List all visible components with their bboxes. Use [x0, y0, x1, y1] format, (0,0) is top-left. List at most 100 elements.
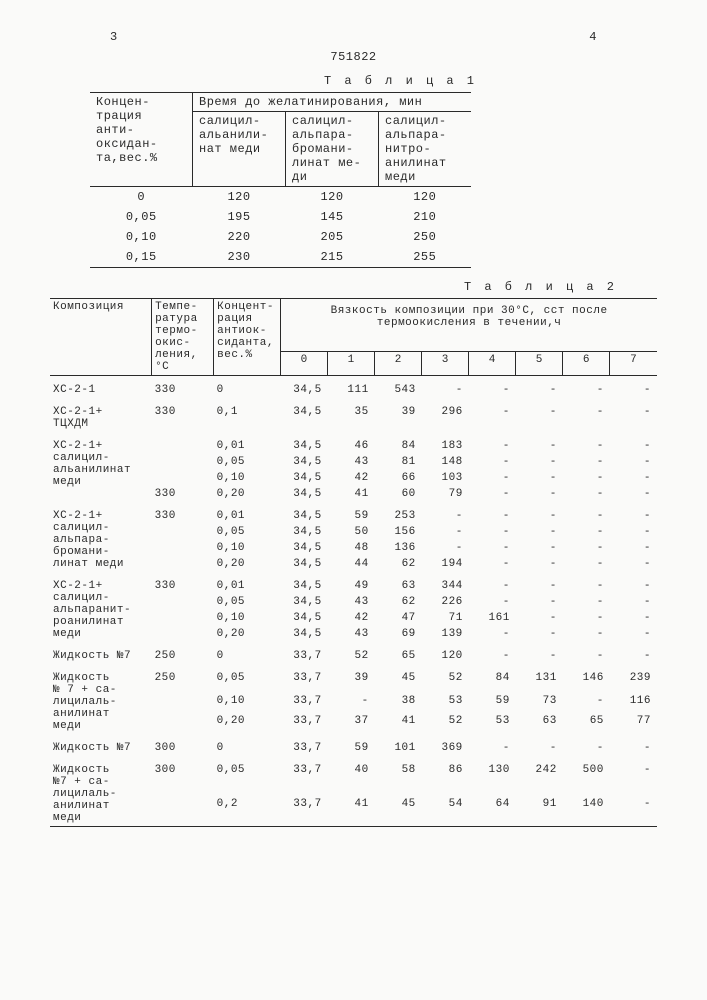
t2-temperature: 330 — [152, 376, 214, 399]
t2-value: 239 — [610, 664, 657, 693]
t2-h-visc: Вязкость композиции при 30°С, сст после … — [281, 299, 657, 352]
t2-value: - — [469, 398, 516, 432]
t2-value: 73 — [516, 693, 563, 714]
t1-value: 220 — [193, 227, 286, 247]
t2-value: - — [516, 594, 563, 610]
t1-value: 210 — [379, 207, 472, 227]
t2-value: 66 — [375, 470, 422, 486]
t1-value: 255 — [379, 247, 472, 268]
t2-value: 63 — [375, 572, 422, 594]
t2-temperature: 330 — [152, 398, 214, 432]
t2-value: 296 — [422, 398, 469, 432]
t2-concentration: 0 — [214, 734, 281, 756]
t2-value: 62 — [375, 556, 422, 572]
t2-value: 43 — [328, 594, 375, 610]
t2-value: 34,5 — [281, 486, 328, 502]
t2-temperature: 300 — [152, 734, 214, 756]
t2-value: - — [469, 454, 516, 470]
t2-value: 34,5 — [281, 524, 328, 540]
page-num-right: 4 — [589, 30, 597, 44]
t2-value: 136 — [375, 540, 422, 556]
t2-value: 50 — [328, 524, 375, 540]
t2-value: 79 — [422, 486, 469, 502]
t2-value: - — [422, 502, 469, 524]
t2-value: - — [563, 734, 610, 756]
t2-value: 120 — [422, 642, 469, 664]
table-1-title: Т а б л и ц а 1 — [50, 74, 477, 88]
t2-value: - — [610, 556, 657, 572]
t2-value: - — [610, 796, 657, 826]
t2-value: 543 — [375, 376, 422, 399]
t2-value: 41 — [328, 486, 375, 502]
t2-visc-col: 3 — [422, 351, 469, 375]
t2-composition: ХС-2-1+ салицил- альпаранит- роанилинат … — [50, 572, 152, 642]
t2-value: 34,5 — [281, 556, 328, 572]
t2-value: - — [563, 693, 610, 714]
t2-value: - — [516, 470, 563, 486]
t2-value: 59 — [469, 693, 516, 714]
t2-value: 183 — [422, 432, 469, 454]
t2-composition: ХС-2-1+ ТЦХДМ — [50, 398, 152, 432]
t2-composition: ХС-2-1+ салицил- альпара- бромани- линат… — [50, 502, 152, 572]
t2-value: - — [422, 376, 469, 399]
t1-header-left: Концен- трация анти- оксидан- та,вес.% — [90, 93, 193, 187]
t2-value: - — [563, 486, 610, 502]
t2-value: - — [610, 432, 657, 454]
t1-sub1: салицил- альанили- нат меди — [193, 112, 286, 187]
t2-value: 62 — [375, 594, 422, 610]
t1-conc: 0,05 — [90, 207, 193, 227]
t2-value: - — [563, 398, 610, 432]
t2-value: - — [516, 524, 563, 540]
t1-sub3: салицил- альпара- нитро- анилинат меди — [379, 112, 472, 187]
t2-value: 40 — [328, 756, 375, 796]
t2-temperature: 250 — [152, 664, 214, 734]
t2-visc-col: 4 — [469, 351, 516, 375]
t2-concentration: 0,10 — [214, 610, 281, 626]
t2-value: 34,5 — [281, 626, 328, 642]
t2-composition: ХС-2-1 — [50, 376, 152, 399]
t2-value: - — [469, 556, 516, 572]
t2-value: - — [610, 594, 657, 610]
t2-value: - — [610, 398, 657, 432]
t2-value: 53 — [422, 693, 469, 714]
t2-value: - — [610, 610, 657, 626]
t2-value: - — [610, 502, 657, 524]
t2-value: - — [563, 626, 610, 642]
t2-value: 131 — [516, 664, 563, 693]
t2-concentration: 0,10 — [214, 470, 281, 486]
t2-concentration: 0,2 — [214, 796, 281, 826]
t1-value: 120 — [286, 187, 379, 208]
t2-value: - — [516, 626, 563, 642]
t2-temperature: 330 — [152, 572, 214, 642]
t2-value: 41 — [328, 796, 375, 826]
t2-value: 33,7 — [281, 796, 328, 826]
t2-value: 242 — [516, 756, 563, 796]
t2-value: 71 — [422, 610, 469, 626]
t2-value: - — [610, 626, 657, 642]
t2-value: - — [469, 486, 516, 502]
t2-value: - — [469, 524, 516, 540]
t2-value: 148 — [422, 454, 469, 470]
t2-value: 48 — [328, 540, 375, 556]
t2-value: 130 — [469, 756, 516, 796]
t2-value: 369 — [422, 734, 469, 756]
t2-visc-col: 5 — [516, 351, 563, 375]
t2-value: 60 — [375, 486, 422, 502]
t2-concentration: 0,20 — [214, 713, 281, 734]
table-2-title: Т а б л и ц а 2 — [50, 280, 617, 294]
t2-concentration: 0,1 — [214, 398, 281, 432]
t2-h-temp: Темпе- ратура термо- окис- ления, °С — [152, 299, 214, 376]
t2-value: 84 — [375, 432, 422, 454]
t1-value: 120 — [193, 187, 286, 208]
t2-value: 58 — [375, 756, 422, 796]
t2-value: - — [469, 540, 516, 556]
t2-value: 47 — [375, 610, 422, 626]
t2-composition: Жидкость №7 + са- лицилаль- анилинат мед… — [50, 756, 152, 827]
t2-concentration: 0,01 — [214, 572, 281, 594]
t2-value: 34,5 — [281, 470, 328, 486]
t1-conc: 0,10 — [90, 227, 193, 247]
table-1: Концен- трация анти- оксидан- та,вес.% В… — [90, 92, 471, 268]
t2-concentration: 0,05 — [214, 454, 281, 470]
t2-value: 344 — [422, 572, 469, 594]
t2-temperature: 250 — [152, 642, 214, 664]
